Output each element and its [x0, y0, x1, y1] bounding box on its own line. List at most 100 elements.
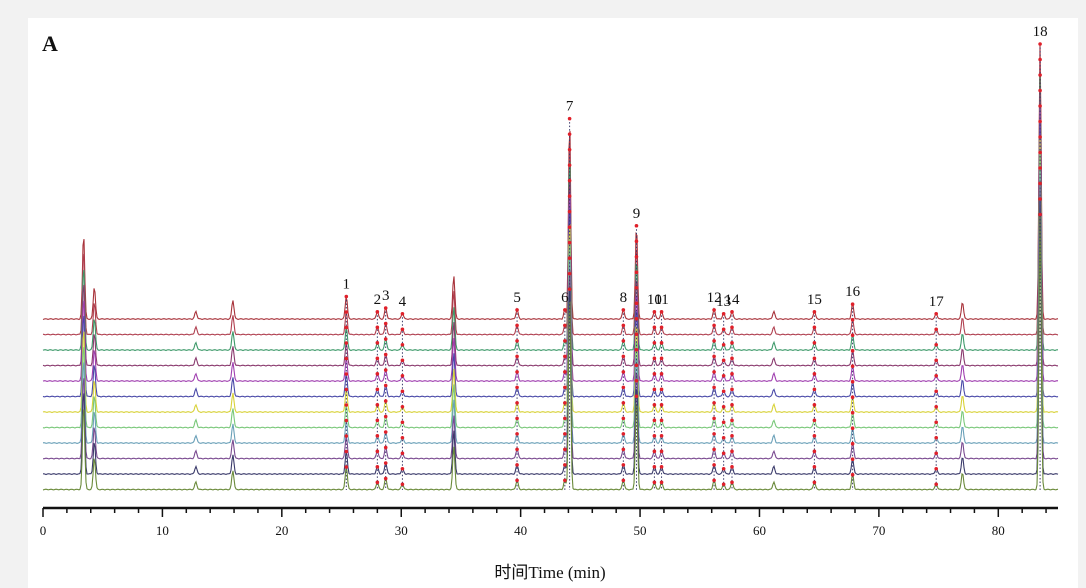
peak-marker-dot	[344, 418, 349, 423]
peak-marker-dot	[850, 364, 855, 368]
peak-marker-dot	[659, 449, 664, 454]
peak-marker-dot	[812, 325, 817, 330]
peak-marker-dot	[721, 389, 726, 394]
peak-marker-dot	[730, 434, 734, 438]
peak-marker-dot	[721, 358, 726, 363]
peak-marker-dot	[730, 465, 734, 469]
peak-marker-dot	[652, 403, 657, 407]
peak-marker-dot	[730, 356, 734, 361]
peak-marker-dot	[515, 339, 519, 343]
peak-marker-dot	[563, 323, 567, 328]
peak-marker-dot	[515, 370, 519, 374]
peak-marker-dot	[934, 358, 938, 363]
peak-marker-dot	[515, 447, 519, 452]
peak-marker-dot	[344, 341, 349, 345]
peak-marker-dot	[812, 310, 817, 314]
peak-marker-dot	[400, 389, 405, 394]
peak-marker-dot	[567, 240, 572, 245]
x-tick-label: 0	[40, 523, 47, 538]
x-tick-label: 50	[634, 523, 647, 538]
peak-marker-dot	[850, 441, 855, 446]
peak-marker-dot	[567, 116, 572, 121]
peak-marker-dot	[400, 435, 405, 440]
peak-marker-dot	[375, 325, 380, 330]
peak-marker-dot	[730, 325, 734, 330]
peak-marker-dot	[400, 327, 405, 332]
peak-marker-dot	[621, 432, 626, 436]
peak-label-15: 15	[807, 292, 822, 308]
trace-11	[43, 199, 1059, 476]
peak-marker-dot	[400, 311, 405, 316]
peak-marker-dot	[567, 163, 572, 167]
x-axis-title: 时间Time (min)	[494, 563, 605, 582]
peak-marker-dot	[567, 256, 572, 260]
trace-9	[42, 168, 1059, 445]
peak-marker-dot	[934, 327, 938, 332]
peak-marker-dot	[567, 225, 572, 229]
peak-marker-dot	[563, 339, 567, 343]
panel-label: A	[42, 31, 58, 56]
peak-marker-dot	[730, 449, 734, 454]
peak-marker-dot	[730, 387, 734, 392]
peak-marker-dot	[383, 461, 388, 465]
peak-marker-dot	[621, 354, 626, 359]
peak-marker-dot	[652, 418, 657, 423]
peak-marker-dot	[652, 356, 657, 361]
peak-marker-dot	[1038, 166, 1042, 170]
peak-marker-dot	[659, 465, 664, 469]
peak-marker-dot	[383, 414, 388, 419]
peak-marker-dot	[934, 373, 938, 378]
peak-marker-dot	[400, 358, 405, 363]
peak-marker-dot	[344, 310, 349, 314]
peak-marker-dot	[344, 325, 349, 330]
peak-marker-dot	[400, 404, 405, 409]
peak-label-18: 18	[1033, 24, 1048, 40]
peak-marker-dot	[634, 347, 639, 352]
peak-marker-dot	[375, 387, 380, 392]
peak-marker-dot	[515, 354, 519, 359]
peak-marker-dot	[721, 482, 726, 487]
peak-marker-dot	[621, 323, 626, 328]
peak-marker-dot	[659, 372, 664, 376]
peak-label-2: 2	[374, 292, 382, 308]
peak-marker-dot	[812, 341, 817, 345]
peak-marker-dot	[344, 403, 349, 407]
peak-label-11: 11	[654, 292, 668, 308]
peak-marker-dot	[383, 476, 388, 481]
peak-marker-dot	[621, 308, 626, 312]
peak-marker-dot	[563, 478, 567, 483]
peak-label-1: 1	[343, 277, 351, 293]
peak-marker-dot	[400, 342, 405, 347]
peak-marker-dot	[652, 449, 657, 454]
peak-marker-dot	[850, 317, 855, 322]
peak-marker-dot	[712, 339, 716, 343]
peak-marker-dot	[621, 463, 626, 467]
x-axis: 0 10 20 30 40 50 60 70 80	[40, 506, 1058, 538]
peak-marker-dot	[383, 321, 388, 326]
peak-marker-dot	[515, 432, 519, 436]
peak-marker-dot	[383, 337, 388, 341]
peak-marker-dot	[721, 327, 726, 332]
peak-marker-dot	[730, 310, 734, 314]
peak-marker-dot	[721, 311, 726, 316]
peak-marker-dot	[934, 342, 938, 347]
peak-marker-dot	[730, 403, 734, 407]
peak-marker-dot	[563, 385, 567, 390]
peak-marker-dot	[621, 447, 626, 452]
peak-marker-dot	[400, 373, 405, 378]
peak-label-3: 3	[382, 288, 390, 304]
peak-marker-dot	[934, 482, 938, 487]
peak-marker-dot	[652, 310, 657, 314]
peak-marker-dot	[400, 420, 405, 425]
peak-marker-dot	[652, 434, 657, 438]
peak-marker-dot	[634, 239, 639, 244]
peak-marker-dot	[850, 348, 855, 353]
peak-marker-dot	[383, 430, 388, 434]
trace-2	[42, 59, 1059, 336]
peak-marker-dot	[1038, 150, 1042, 155]
peak-marker-dot	[344, 294, 349, 299]
peak-marker-dot	[1038, 212, 1042, 217]
peak-marker-dot	[344, 356, 349, 361]
peak-marker-dot	[375, 434, 380, 438]
peak-label-17: 17	[929, 294, 945, 310]
